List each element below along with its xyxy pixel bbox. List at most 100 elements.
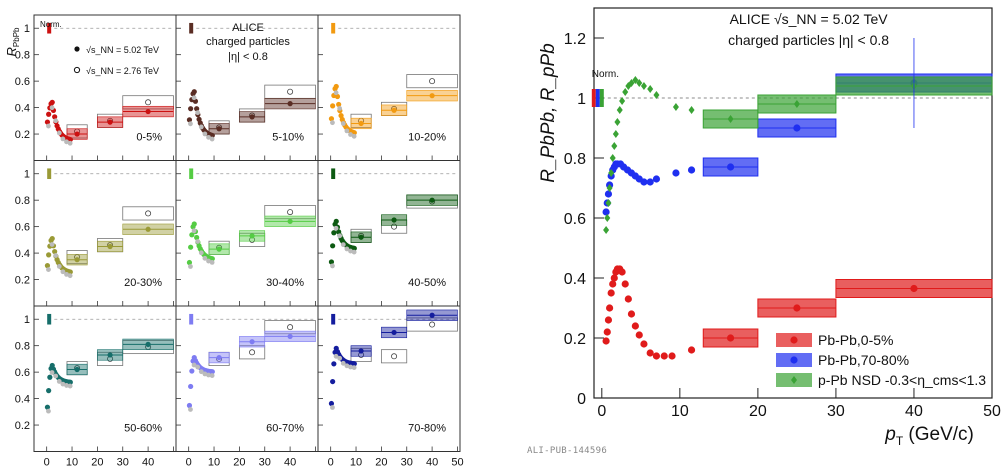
ref-point <box>330 120 335 126</box>
data-point <box>391 329 397 336</box>
y-tick-label: 0.2 <box>15 129 30 141</box>
data-point <box>668 352 676 360</box>
data-point <box>188 244 194 250</box>
norm-box <box>189 168 194 180</box>
x-tick-label: 30 <box>259 457 271 469</box>
data-point <box>687 166 696 174</box>
y-tick-label: 0.2 <box>564 331 586 348</box>
ref-point <box>344 128 350 134</box>
norm-box <box>595 89 600 107</box>
ref-point <box>209 136 215 142</box>
ref-point <box>191 362 197 368</box>
data-point <box>910 284 918 293</box>
y-tick-label: 1 <box>24 314 30 326</box>
data-point <box>631 322 639 330</box>
ref-point <box>206 258 211 264</box>
ref-point <box>64 271 69 277</box>
panel-label: 30-40% <box>266 277 304 289</box>
data-point <box>616 106 623 114</box>
y-tick-label: 0.4 <box>15 103 30 115</box>
legend-label: √s_NN = 5.02 TeV <box>86 45 159 55</box>
data-point <box>216 246 222 252</box>
data-point <box>619 97 626 105</box>
data-point <box>607 289 615 297</box>
ref-sys-box <box>264 320 316 335</box>
ref-point <box>337 355 343 361</box>
norm-box <box>189 22 194 34</box>
data-point <box>429 93 435 99</box>
data-point <box>672 103 679 111</box>
ref-point <box>202 371 208 377</box>
data-point <box>688 106 695 114</box>
ref-sys-box <box>406 74 458 89</box>
panel-label: 50-60% <box>124 423 162 435</box>
ref-point <box>191 228 197 234</box>
ref-point <box>348 248 353 254</box>
ref-point <box>287 88 294 95</box>
data-point <box>44 263 51 269</box>
panel-frame <box>317 305 461 452</box>
norm-box <box>599 89 604 107</box>
ref-point <box>344 363 350 369</box>
ref-point <box>188 264 193 269</box>
norm-box <box>591 89 596 107</box>
panel-label: 0-5% <box>136 132 162 144</box>
data-point <box>605 199 612 207</box>
x-tick-label: 10 <box>671 403 689 420</box>
data-point <box>49 235 55 242</box>
data-point <box>186 117 193 123</box>
norm-box <box>331 168 336 180</box>
data-point <box>249 339 255 345</box>
legend-marker-open <box>73 66 81 74</box>
data-point <box>67 379 73 385</box>
y-tick-label: 0 <box>577 391 586 408</box>
data-point <box>330 378 336 385</box>
chart-subtitle: charged particles |η| < 0.8 <box>728 32 889 48</box>
ref-point <box>351 249 357 255</box>
data-point <box>604 214 611 222</box>
ref-point <box>249 349 256 356</box>
y-tick-label: 1 <box>24 169 30 181</box>
data-point <box>287 101 293 107</box>
x-axis-label: pT (GeV/c) <box>884 424 974 448</box>
ref-point <box>56 130 62 136</box>
ref-point <box>53 253 59 258</box>
ref-point <box>49 370 55 375</box>
data-point <box>602 208 610 216</box>
legend-marker-filled <box>74 46 80 52</box>
data-point <box>287 333 293 340</box>
data-point <box>429 312 435 318</box>
ref-point <box>351 133 357 139</box>
data-point <box>331 361 337 367</box>
ref-point <box>330 263 335 269</box>
legend-label: p-Pb NSD -0.3<η_cms<1.3 <box>818 372 986 388</box>
ref-point <box>195 110 201 116</box>
data-point <box>652 352 661 360</box>
data-point <box>249 114 255 120</box>
ref-point <box>188 407 193 412</box>
data-point <box>330 243 336 249</box>
norm-box <box>189 313 194 325</box>
x-tick-label: 30 <box>827 403 845 420</box>
ref-point <box>49 242 55 247</box>
x-axis-label: pT (GeV/c) <box>370 468 432 470</box>
x-tick-label: 20 <box>233 457 245 469</box>
ref-point <box>340 242 346 248</box>
data-point <box>429 197 435 203</box>
x-tick-label: 40 <box>426 457 438 469</box>
data-point <box>635 331 643 339</box>
data-point <box>188 383 194 390</box>
x-tick-label: 40 <box>284 457 296 469</box>
data-point <box>609 280 617 288</box>
x-tick-label: 50 <box>451 457 463 469</box>
data-point <box>793 304 801 312</box>
series-2 <box>603 76 993 234</box>
data-point <box>660 352 668 360</box>
ref-point <box>60 381 66 387</box>
x-tick-label: 0 <box>186 457 192 469</box>
ref-point <box>195 364 201 370</box>
data-point <box>334 93 341 100</box>
data-point <box>49 99 55 105</box>
x-tick-label: 40 <box>142 457 154 469</box>
x-tick-label: 10 <box>350 457 362 469</box>
